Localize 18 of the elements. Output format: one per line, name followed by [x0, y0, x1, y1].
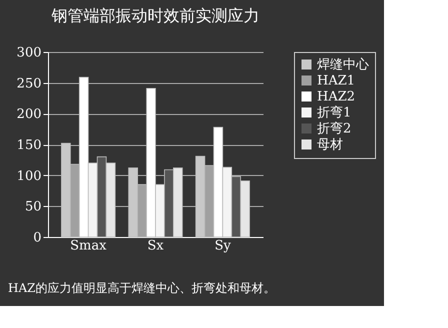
x-tick-label: Smax: [70, 238, 108, 254]
y-tick-label: 150: [16, 138, 42, 153]
y-tick-label: 200: [16, 107, 42, 122]
y-tick-label: 300: [16, 46, 42, 60]
x-tick-label: Sy: [214, 238, 232, 254]
x-tick-label: Sx: [147, 238, 164, 254]
y-tick-label: 50: [24, 200, 42, 215]
legend-label: HAZ2: [317, 90, 356, 104]
legend-label: HAZ1: [317, 74, 356, 88]
legend-label: 母材: [317, 138, 343, 152]
chart-title: 钢管端部振动时效前实测应力: [50, 6, 260, 25]
y-tick-label: 100: [16, 168, 42, 184]
y-tick-label: 250: [16, 76, 42, 92]
y-tick-label: 0: [33, 230, 42, 246]
legend-label: 折弯2: [317, 120, 352, 136]
legend-label: 焊缝中心: [317, 56, 369, 72]
text: HAZ的应力值明显高于焊缝中心、折弯处和母材。: [8, 281, 276, 295]
legend-label: 折弯1: [317, 104, 352, 120]
